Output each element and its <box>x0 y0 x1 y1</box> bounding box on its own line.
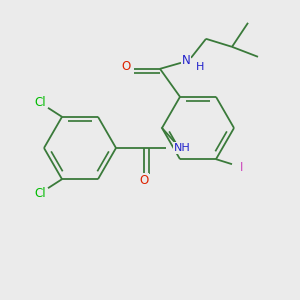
Text: Cl: Cl <box>34 187 46 200</box>
Text: H: H <box>196 62 204 72</box>
Text: O: O <box>140 173 148 187</box>
Text: O: O <box>122 60 130 73</box>
Text: N: N <box>182 54 190 67</box>
Text: I: I <box>240 161 244 174</box>
Text: Cl: Cl <box>34 96 46 109</box>
Text: NH: NH <box>174 143 191 153</box>
